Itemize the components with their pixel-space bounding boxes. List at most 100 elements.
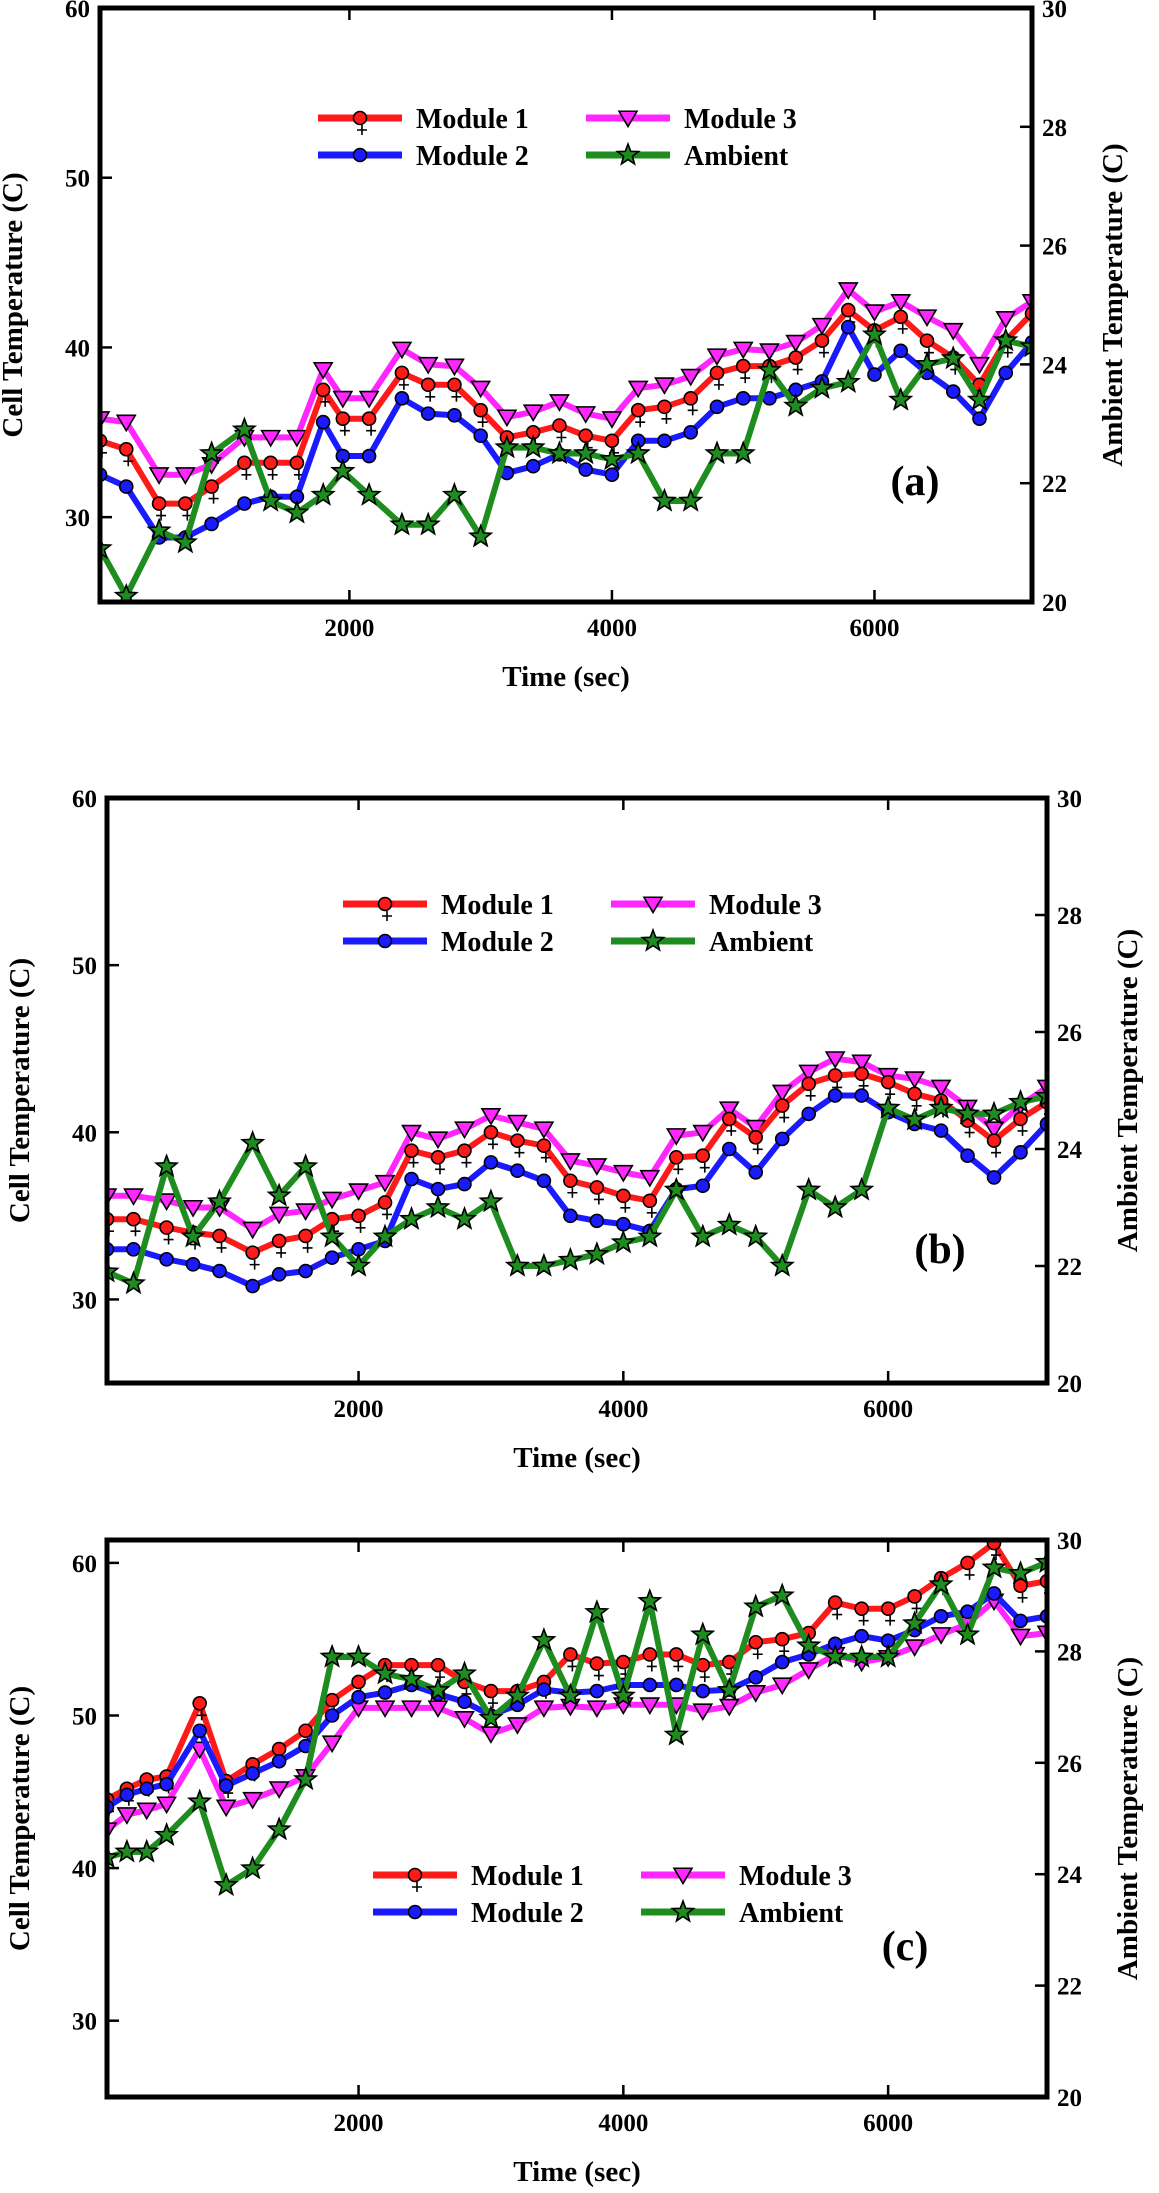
data-point-module-3 xyxy=(627,380,649,399)
data-point-module-2 xyxy=(430,1181,446,1197)
data-point-module-2 xyxy=(457,1694,472,1710)
data-point-module-3 xyxy=(837,282,859,300)
data-point-module-2 xyxy=(1013,1145,1028,1160)
plus-marker xyxy=(792,364,803,375)
data-point-module-3 xyxy=(824,1051,846,1069)
data-point-module-3 xyxy=(427,1131,449,1150)
data-point-module-3 xyxy=(533,1700,555,1718)
data-point-module-2 xyxy=(721,1141,737,1157)
data-point-ambient xyxy=(716,1677,742,1702)
data-point-ambient xyxy=(849,1643,875,1668)
x-axis-label: Time (sec) xyxy=(502,661,630,693)
plus-marker xyxy=(673,1164,684,1175)
legend-label: Ambient xyxy=(739,1898,844,1929)
plus-marker xyxy=(832,1609,843,1620)
plus-marker xyxy=(382,1209,393,1220)
data-point-module-2 xyxy=(139,1781,155,1797)
plus-marker xyxy=(514,1147,525,1158)
legend: Module 1 Module 3 Module 2 Ambient xyxy=(318,104,797,172)
data-point-module-2 xyxy=(972,411,987,427)
y-tick-label: 30 xyxy=(72,1287,97,1314)
data-point-ambient xyxy=(319,1643,345,1668)
data-point-module-3 xyxy=(454,1710,475,1729)
data-point-ambient xyxy=(425,1677,451,1702)
data-point-module-1 xyxy=(854,1601,869,1616)
plus-marker xyxy=(163,1234,174,1245)
data-point-ambient xyxy=(345,1643,372,1668)
data-point-ambient xyxy=(663,1721,689,1746)
data-point-module-1 xyxy=(118,441,134,457)
data-point-module-3 xyxy=(732,341,754,360)
y-tick-label: 60 xyxy=(65,0,90,23)
data-point-module-3 xyxy=(969,356,990,375)
y2-tick-label: 28 xyxy=(1042,115,1067,142)
data-point-module-2 xyxy=(377,1685,393,1700)
legend-label: Ambient xyxy=(684,141,789,172)
legend-marker xyxy=(377,896,393,912)
data-point-ambient xyxy=(180,1223,206,1248)
data-point-module-1 xyxy=(457,1143,472,1158)
data-point-module-1 xyxy=(907,1086,922,1102)
data-point-module-2 xyxy=(404,1171,419,1187)
data-point-module-2 xyxy=(245,1766,260,1781)
legend-label: Module 3 xyxy=(709,890,822,921)
data-point-module-2 xyxy=(351,1689,366,1705)
data-point-module-1 xyxy=(263,455,278,471)
data-point-ambient xyxy=(690,1621,716,1646)
data-point-ambient xyxy=(809,374,835,399)
data-point-ambient xyxy=(451,1660,478,1685)
legend-label: Module 1 xyxy=(471,1861,584,1892)
data-point-module-1 xyxy=(483,1683,499,1699)
y2-tick-label: 28 xyxy=(1057,1639,1082,1666)
data-point-module-1 xyxy=(735,358,751,374)
data-point-module-3 xyxy=(718,1101,740,1120)
plot-frame xyxy=(104,795,1050,1386)
x-tick-label: 4000 xyxy=(587,615,637,642)
data-point-ambient xyxy=(356,481,382,506)
x-axis-label: Time (sec) xyxy=(513,2156,641,2188)
data-point-ambient xyxy=(107,1258,120,1283)
data-point-module-1 xyxy=(893,309,909,325)
data-point-module-2 xyxy=(245,1278,260,1294)
data-point-ambient xyxy=(610,1682,636,1707)
x-tick-label: 4000 xyxy=(598,1396,648,1423)
data-point-module-3 xyxy=(321,1191,343,1210)
data-point-ambient xyxy=(1019,333,1032,358)
data-point-ambient xyxy=(478,1188,504,1213)
data-point-ambient xyxy=(769,1582,795,1607)
data-point-ambient xyxy=(901,1610,928,1635)
data-point-ambient xyxy=(284,499,310,524)
data-point-module-2 xyxy=(735,391,751,406)
data-point-module-1 xyxy=(907,1589,922,1604)
data-point-module-3 xyxy=(374,1174,396,1193)
data-point-ambient xyxy=(835,368,861,393)
data-point-module-3 xyxy=(811,317,833,336)
data-point-module-3 xyxy=(374,1700,396,1718)
data-point-module-1 xyxy=(801,1076,816,1092)
data-point-module-1 xyxy=(589,1180,605,1195)
data-point-module-1 xyxy=(351,1674,366,1690)
data-point-module-2 xyxy=(271,1753,287,1769)
y2-tick-label: 24 xyxy=(1042,352,1068,379)
data-point-module-2 xyxy=(840,319,856,335)
data-point-ambient xyxy=(888,386,914,411)
data-point-ambient xyxy=(1034,1548,1047,1574)
data-point-module-1 xyxy=(721,1111,737,1127)
legend-marker xyxy=(615,141,641,166)
data-point-ambient xyxy=(415,511,441,536)
data-point-module-3 xyxy=(549,394,570,412)
data-point-module-1 xyxy=(1013,1111,1028,1127)
data-point-module-1 xyxy=(563,1647,578,1662)
data-point-module-3 xyxy=(286,429,308,448)
data-point-module-3 xyxy=(268,1781,290,1799)
data-point-module-2 xyxy=(1013,1613,1028,1629)
data-point-ambient xyxy=(213,1871,239,1897)
data-point-ambient xyxy=(240,1129,266,1154)
data-point-module-1 xyxy=(604,433,620,449)
legend-marker xyxy=(670,1898,696,1923)
plus-marker xyxy=(779,1646,790,1657)
data-point-module-3 xyxy=(507,1717,528,1735)
plus-marker xyxy=(196,1710,207,1721)
legend-plus-marker xyxy=(357,125,367,135)
data-point-module-3 xyxy=(639,1697,661,1715)
